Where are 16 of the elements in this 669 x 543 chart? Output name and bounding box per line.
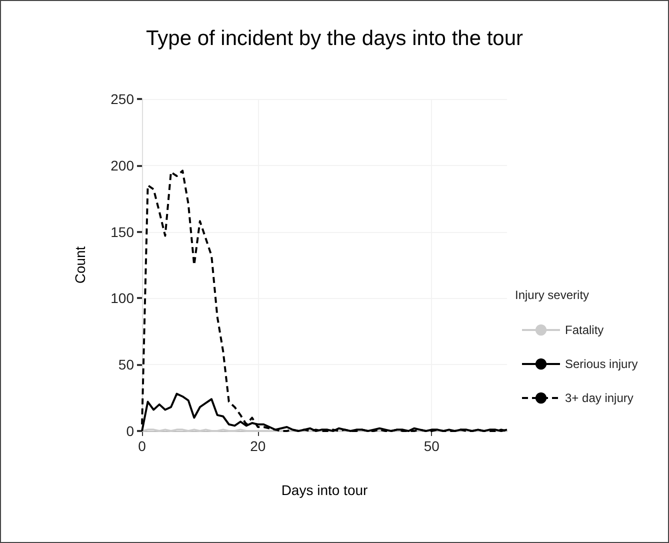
y-tick-label: 250 — [110, 91, 134, 107]
legend-title: Injury severity — [515, 288, 590, 302]
x-axis-title: Days into tour — [281, 482, 368, 498]
x-tick-label: 20 — [250, 438, 266, 454]
x-tick-label: 0 — [138, 438, 146, 454]
y-tick-label: 0 — [126, 423, 134, 439]
chart-title: Type of incident by the days into the tour — [146, 27, 524, 50]
x-tick-label: 50 — [424, 438, 440, 454]
legend-label: 3+ day injury — [565, 391, 634, 405]
y-tick-label: 100 — [110, 290, 134, 306]
y-axis-title: Count — [72, 246, 88, 284]
legend-label: Serious injury — [565, 357, 638, 371]
y-tick-label: 200 — [110, 157, 134, 174]
legend-label: Fatality — [565, 323, 604, 337]
y-tick-label: 50 — [118, 356, 134, 373]
y-tick-label: 150 — [110, 224, 134, 240]
